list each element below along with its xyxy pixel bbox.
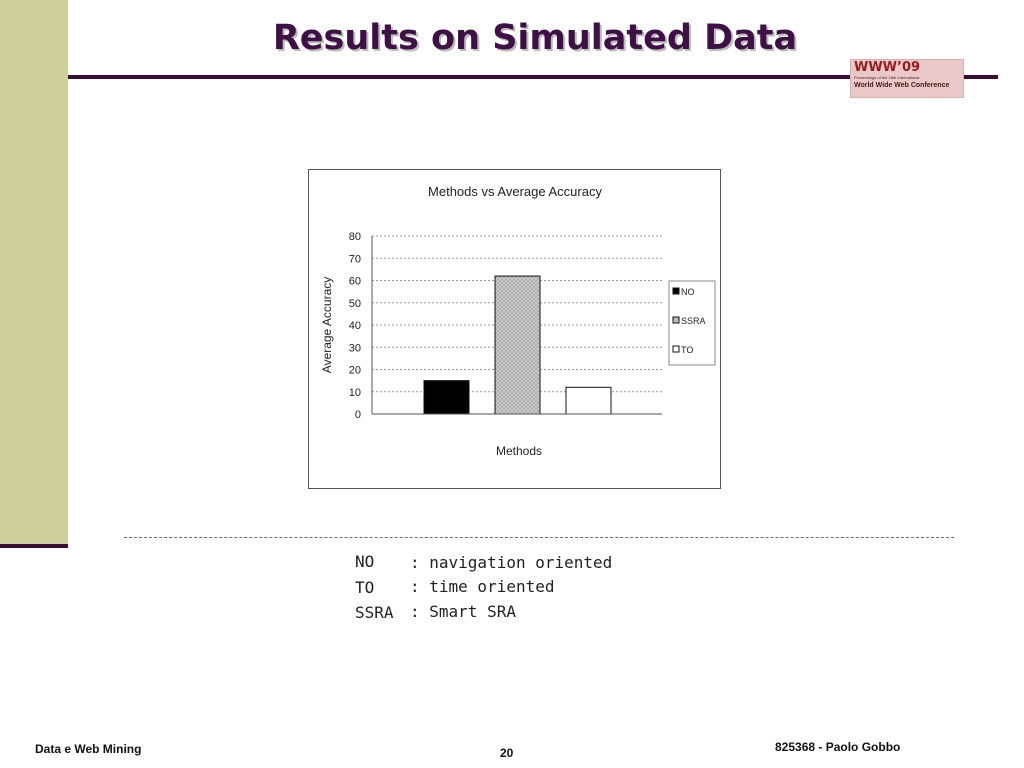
legend-swatch-to [672, 345, 680, 353]
legend-label-no: NO [681, 287, 695, 297]
y-tick-label: 80 [349, 231, 361, 243]
abbr-def-no: : navigation oriented [410, 553, 613, 572]
abbr-term-no: NO [355, 552, 375, 571]
y-tick-label: 20 [349, 365, 361, 377]
sidebar-rule [0, 544, 68, 548]
sidebar-band [0, 0, 68, 548]
logo-line-2: Proceedings of the 18th International [854, 75, 920, 80]
chart-title: Methods vs Average Accuracy [428, 184, 602, 199]
y-tick-label: 60 [349, 276, 361, 288]
conference-logo: WWW’09 Proceedings of the 18th Internati… [850, 59, 964, 98]
title-rule [68, 75, 998, 79]
chart-frame: Methods vs Average Accuracy Methods Aver… [308, 169, 721, 489]
logo-line-3: World Wide Web Conference [854, 82, 950, 89]
bar-ssra [494, 275, 541, 415]
footer-author: 825368 - Paolo Gobbo [775, 740, 901, 754]
footer-course: Data e Web Mining [35, 742, 142, 756]
legend-swatch-ssra [672, 316, 680, 324]
y-tick-label: 40 [349, 320, 361, 332]
legend-label-to: TO [681, 345, 693, 355]
abbr-def-ssra: : Smart SRA [410, 602, 516, 621]
y-tick-label: 50 [349, 298, 361, 310]
bar-chart: Methods vs Average Accuracy Methods Aver… [320, 184, 716, 458]
logo-line-1: WWW’09 [854, 60, 921, 75]
abbr-term-ssra: SSRA [355, 603, 394, 622]
y-tick-label: 0 [355, 409, 361, 421]
abbr-term-to: TO [355, 578, 375, 597]
legend-swatch-no [672, 287, 680, 295]
y-tick-label: 70 [349, 253, 361, 265]
y-axis-label: Average Accuracy [320, 277, 334, 374]
bar-no [423, 380, 470, 415]
dashed-divider [124, 537, 954, 538]
y-tick-label: 30 [349, 342, 361, 354]
slide-title: Results on Simulated Data [272, 18, 798, 58]
legend-label-ssra: SSRA [681, 316, 706, 326]
footer-page-number: 20 [500, 746, 514, 760]
bar-to [565, 386, 612, 415]
x-axis-label: Methods [496, 444, 542, 458]
abbr-def-to: : time oriented [410, 577, 555, 596]
y-tick-label: 10 [349, 387, 361, 399]
